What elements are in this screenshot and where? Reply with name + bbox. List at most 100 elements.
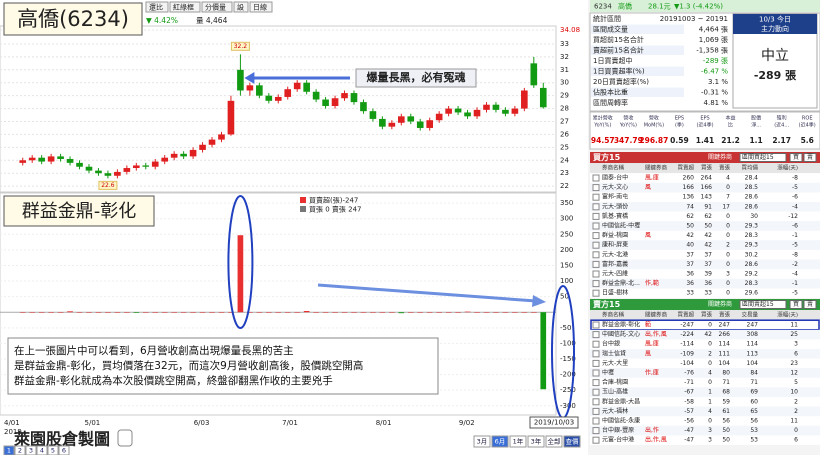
- row-bg: [590, 240, 820, 250]
- range-select[interactable]: [739, 153, 787, 162]
- row-checkbox[interactable]: [592, 407, 600, 415]
- row-checkbox[interactable]: [592, 232, 600, 240]
- toolbar-button[interactable]: [201, 1, 233, 13]
- net-bar: [256, 312, 263, 313]
- candle-body: [95, 170, 102, 174]
- side-button-label[interactable]: 賣: [807, 153, 813, 161]
- side-button-label[interactable]: 買: [793, 301, 799, 308]
- row-checkbox[interactable]: [592, 359, 600, 367]
- row-checkbox[interactable]: [592, 436, 600, 444]
- table-cell: 風: [645, 232, 651, 239]
- table-cell: 群益金鼎-北...: [602, 279, 640, 287]
- row-checkbox[interactable]: [592, 398, 600, 406]
- toolbar-label[interactable]: 還比: [149, 3, 163, 12]
- range-button[interactable]: [491, 435, 509, 448]
- toolbar-button[interactable]: [145, 1, 169, 13]
- page-button[interactable]: [36, 445, 48, 455]
- table-cell: 元大-頭份: [602, 202, 628, 210]
- toolbar-label[interactable]: 分價量: [205, 3, 226, 12]
- row-bg: [590, 269, 820, 279]
- side-button-label[interactable]: 賣: [807, 300, 813, 308]
- row-checkbox[interactable]: [592, 379, 600, 387]
- row-checkbox[interactable]: [592, 369, 600, 377]
- side-button[interactable]: [789, 300, 803, 309]
- range-button[interactable]: [473, 435, 491, 448]
- row-checkbox[interactable]: [592, 203, 600, 211]
- range-select-label[interactable]: 區間賣超15: [742, 300, 774, 308]
- page-label[interactable]: 3: [29, 447, 33, 455]
- toolbar-button[interactable]: [169, 1, 201, 13]
- side-button[interactable]: [789, 153, 803, 162]
- page-label[interactable]: 5: [51, 447, 55, 455]
- page-button[interactable]: [3, 445, 15, 455]
- row-checkbox[interactable]: [592, 241, 600, 249]
- quote-code: 6234: [594, 3, 612, 11]
- page-button[interactable]: [14, 445, 26, 455]
- row-checkbox[interactable]: [592, 417, 600, 425]
- row-checkbox[interactable]: [592, 174, 600, 182]
- table-cell: 元大-文心: [602, 183, 628, 191]
- row-checkbox[interactable]: [592, 251, 600, 259]
- row-bg: [590, 211, 820, 222]
- row-checkbox[interactable]: [592, 289, 600, 297]
- range-label[interactable]: 6月: [495, 438, 506, 446]
- toolbar-button[interactable]: [249, 1, 273, 13]
- page-label[interactable]: 6: [62, 447, 66, 455]
- side-button[interactable]: [803, 300, 817, 309]
- side-button[interactable]: [803, 153, 817, 162]
- table-cell: 28.6: [745, 194, 759, 201]
- range-button[interactable]: [563, 435, 581, 448]
- row-checkbox[interactable]: [592, 388, 600, 396]
- side-button-label[interactable]: 買: [793, 154, 799, 161]
- page-button[interactable]: [58, 445, 70, 455]
- row-checkbox[interactable]: [592, 321, 600, 329]
- note-line: 是群益金鼎-彰化，買均價落在32元，而這次9月營收創高後，股價跳空開高: [14, 359, 363, 372]
- row-checkbox[interactable]: [592, 222, 600, 230]
- page-label[interactable]: 2: [18, 447, 22, 455]
- toolbar-button[interactable]: [233, 1, 249, 13]
- table-cell: 28.3: [745, 280, 759, 287]
- range-button[interactable]: [545, 435, 563, 448]
- page-label[interactable]: 4: [40, 447, 44, 455]
- net-bar: [521, 312, 528, 313]
- toolbar-label[interactable]: 日線: [253, 3, 267, 12]
- row-checkbox[interactable]: [592, 260, 600, 268]
- range-select-label[interactable]: 區間買超15: [742, 153, 774, 161]
- candle-body: [360, 102, 367, 112]
- range-select[interactable]: [739, 300, 787, 309]
- toolbar-label[interactable]: 紅綠框: [173, 3, 194, 12]
- row-checkbox[interactable]: [592, 280, 600, 288]
- row-bg: [590, 182, 820, 193]
- table-cell: 富邦-南屯: [602, 193, 628, 201]
- candle-body: [379, 118, 386, 127]
- row-checkbox[interactable]: [592, 212, 600, 220]
- net-bar: [445, 312, 452, 313]
- row-checkbox[interactable]: [592, 193, 600, 201]
- row-checkbox[interactable]: [592, 427, 600, 435]
- table-cell: -67: [684, 389, 694, 396]
- range-button[interactable]: [527, 435, 545, 448]
- candle-body: [199, 144, 206, 150]
- range-label[interactable]: 3月: [477, 438, 488, 446]
- row-checkbox[interactable]: [592, 270, 600, 278]
- page-button[interactable]: [25, 445, 37, 455]
- row-checkbox[interactable]: [592, 350, 600, 358]
- range-button[interactable]: [509, 435, 527, 448]
- page-button[interactable]: [47, 445, 59, 455]
- row-checkbox[interactable]: [592, 340, 600, 348]
- range-label[interactable]: 查價: [566, 437, 580, 446]
- net-bar: [360, 312, 367, 313]
- range-label[interactable]: 3年: [531, 437, 542, 446]
- net-bar: [389, 312, 395, 313]
- row-checkbox[interactable]: [592, 331, 600, 339]
- row-checkbox[interactable]: [592, 184, 600, 192]
- table-cell: 260: [683, 175, 695, 182]
- range-label[interactable]: 1年: [513, 437, 524, 446]
- toolbar-label[interactable]: 設: [237, 3, 244, 12]
- page-label[interactable]: 1: [7, 447, 11, 455]
- table-cell: 群益金鼎-大昌: [602, 397, 640, 405]
- range-label[interactable]: 全部: [548, 437, 562, 446]
- y-tick-label: 24: [560, 156, 569, 164]
- ratio-value: 94.57: [591, 136, 615, 145]
- y-tick-label: 300: [560, 215, 573, 223]
